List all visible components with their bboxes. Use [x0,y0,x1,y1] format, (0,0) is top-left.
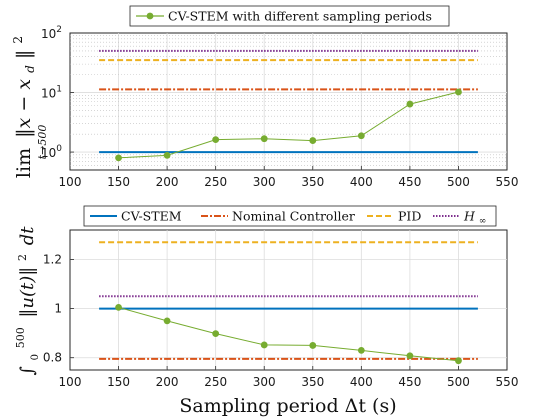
top-ylabel-expr-sup: 2 [11,36,25,44]
bot-data-point [260,341,268,349]
top-data-point [260,135,268,143]
bottom-series [99,241,478,365]
bot-x-tick-label: 550 [496,375,519,389]
top-y-tick-labels: 100 101 102 [41,25,62,160]
bottom-panel: 100 150 200 250 300 350 400 450 500 550 0.8 1 1.2 C… [8,205,519,417]
top-x-tick-label: 450 [398,175,421,189]
bot-x-tick-label: 300 [253,375,276,389]
top-x-tick-label: 500 [447,175,470,189]
top-y-tick-label: 101 [41,85,62,101]
bottom-ylabel-integral-lower: 0 [30,354,41,360]
top-panel: 100 150 200 250 300 350 400 450 500 550 100 101 102… [11,5,519,189]
legend-label-hinf-base: H [463,209,476,224]
top-grid [69,32,508,170]
top-y-tick-label: 100 [41,144,62,160]
top-ylabel-expr-tail: ‖ [13,50,35,60]
top-series-line-cv-stem-with-different-sampling-periods [118,91,459,159]
svg-text:∫ 0 500: ∫ 0 500 ‖u(t)‖ 2 dt [8,226,43,376]
top-legend-label-cvstem-sampling: CV-STEM with different sampling periods [168,9,432,24]
bot-x-tick-label: 150 [107,375,130,389]
bot-x-tick-label: 450 [398,375,421,389]
bottom-y-axis-label: ∫ 0 500 ‖u(t)‖ 2 dt [8,226,43,376]
top-x-tick-label: 200 [156,175,179,189]
top-data-point [357,132,365,140]
bot-x-tick-label: 500 [447,375,470,389]
top-x-tick-label: 250 [204,175,227,189]
top-x-tick-labels: 100 150 200 250 300 350 400 450 500 550 [59,175,519,189]
bot-y-tick-label: 0.8 [43,351,62,365]
bot-x-tick-label: 350 [301,375,324,389]
svg-text:lim ‖x − x d: lim ‖x − x d ‖ 2 [11,36,39,178]
top-y-tick-label: 102 [41,25,62,41]
top-data-point [212,136,220,144]
top-ylabel-sub: t→500 [36,125,49,160]
top-legend: CV-STEM with different sampling periods [129,5,450,27]
bot-data-point [357,346,365,354]
top-y-axis-label: lim ‖x − x d ‖ 2 t→500 [11,36,49,178]
top-ylabel-expr: ‖x − x [13,79,35,138]
bot-x-tick-label: 100 [59,375,82,389]
top-data-point [309,137,317,144]
bot-y-tick-label: 1 [54,302,62,316]
top-legend-swatch-marker [146,12,154,20]
bottom-ylabel-expr-sup: 2 [16,254,29,261]
top-data-point [163,151,171,159]
top-ylabel-lim: lim [13,148,35,178]
legend-label-hinf-sub: ∞ [479,217,487,227]
bottom-x-tick-labels: 100 150 200 250 300 350 400 450 500 550 [59,375,519,389]
bot-data-point [309,342,317,349]
bottom-ylabel-expr: ‖u(t)‖ [17,267,38,318]
bot-data-point [455,357,462,365]
bottom-ylabel-integral-upper: 500 [14,327,27,348]
top-data-point [455,88,462,96]
bottom-legend-box [83,205,497,227]
legend-label-pid: PID [398,209,421,224]
top-ylabel-expr-sub: d [23,65,37,73]
top-data-point [115,154,122,162]
bottom-legend: CV-STEM Nominal Controller PID H ∞ [83,205,497,227]
bot-y-tick-label: 1.2 [43,252,62,266]
top-x-tick-label: 100 [59,175,82,189]
top-x-tick-label: 350 [301,175,324,189]
bot-x-tick-label: 200 [156,375,179,389]
bot-data-point [115,303,122,311]
top-x-tick-label: 400 [350,175,373,189]
top-data-point [406,100,414,108]
bot-x-tick-label: 400 [350,375,373,389]
bot-data-point [163,317,171,325]
x-axis-label: Sampling period Δt (s) [179,395,396,417]
legend-label-hinf: H ∞ [463,209,486,227]
top-legend-box [129,5,450,27]
bot-x-tick-label: 250 [204,375,227,389]
bot-data-point [406,352,414,360]
top-series [99,49,478,162]
bot-series-line-cvstem-sampling [118,306,459,362]
legend-label-nominal: Nominal Controller [232,209,355,224]
bottom-y-tick-labels: 0.8 1 1.2 [43,252,62,364]
top-x-tick-label: 550 [496,175,519,189]
bottom-ylabel-integral: ∫ [17,366,38,376]
bot-data-point [212,330,220,338]
top-x-tick-label: 150 [107,175,130,189]
bottom-plot-area [69,229,508,371]
top-plot-area [69,32,508,171]
top-x-tick-label: 300 [253,175,276,189]
legend-label-cvstem: CV-STEM [121,209,182,224]
bottom-ylabel-dt: dt [17,226,38,246]
